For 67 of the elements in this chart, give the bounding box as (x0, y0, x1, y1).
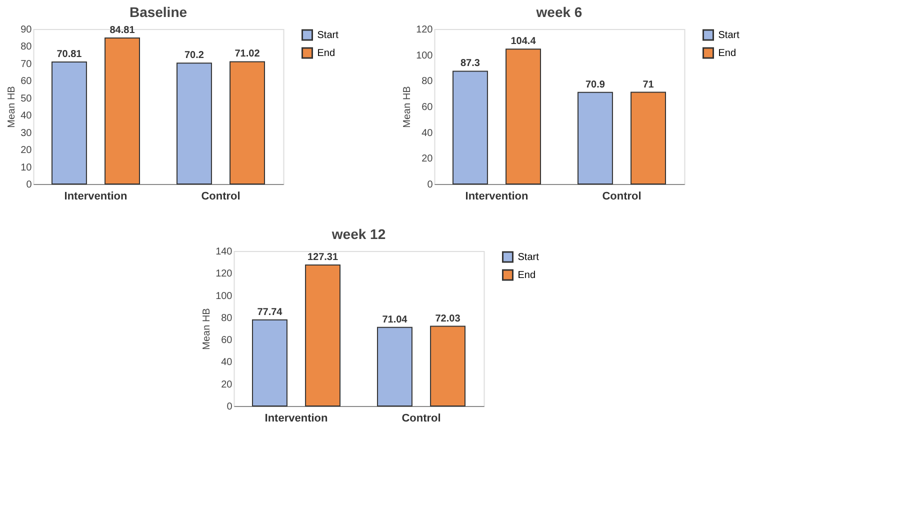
y-tick-label: 80 (422, 76, 434, 88)
y-tick-label: 40 (422, 128, 434, 139)
chart-title: Baseline (129, 4, 188, 20)
data-label: 70.9 (586, 79, 606, 90)
x-tick-label: Intervention (264, 412, 328, 424)
y-tick-label: 40 (20, 110, 32, 122)
legend-label: Start (518, 252, 540, 263)
y-tick-label: 100 (416, 50, 434, 62)
y-tick-label: 80 (221, 312, 233, 324)
data-label: 71 (642, 79, 654, 90)
legend-label: Start (317, 30, 339, 41)
x-tick-label: Intervention (64, 190, 128, 202)
y-tick-label: 20 (20, 145, 32, 156)
y-tick-label: 20 (422, 154, 434, 165)
bar (176, 62, 212, 184)
bar (578, 92, 613, 184)
data-label: 127.31 (307, 252, 338, 264)
y-tick-label: 60 (20, 76, 32, 88)
bar (305, 264, 340, 406)
data-label: 84.81 (110, 24, 136, 36)
y-tick-label: 40 (221, 357, 233, 368)
bar (252, 319, 288, 406)
y-axis-title: Mean HB (402, 86, 414, 128)
data-label: 70.2 (184, 50, 204, 62)
data-label: 72.03 (435, 313, 461, 324)
chart-title: week 12 (330, 226, 386, 242)
y-tick-label: 30 (20, 128, 32, 139)
data-label: 104.4 (510, 36, 536, 48)
data-label: 87.3 (460, 58, 480, 70)
y-tick-label: 0 (427, 180, 434, 190)
x-tick-label: Control (602, 190, 642, 202)
y-tick-label: 10 (20, 162, 32, 174)
y-tick-label: 60 (422, 102, 434, 113)
bar (430, 326, 466, 406)
bar (377, 326, 412, 406)
data-label: 71.02 (234, 48, 260, 60)
y-tick-label: 20 (221, 379, 233, 390)
bar (452, 70, 488, 184)
data-label: 77.74 (257, 306, 283, 318)
y-tick-label: 90 (20, 24, 32, 36)
y-tick-label: 120 (216, 268, 233, 280)
legend-label: End (718, 48, 736, 59)
y-tick-label: 0 (26, 180, 32, 190)
y-tick-label: 70 (20, 58, 32, 70)
legend-label: End (518, 270, 536, 281)
legend-label: Start (718, 30, 740, 41)
y-tick-label: 120 (416, 24, 434, 36)
x-tick-label: Control (402, 412, 441, 424)
x-tick-label: Control (201, 190, 240, 202)
y-axis-title: Mean HB (202, 308, 213, 350)
y-tick-label: 50 (20, 93, 32, 104)
bar (52, 62, 87, 184)
chart-title: week 6 (535, 4, 582, 20)
y-tick-label: 80 (20, 42, 32, 53)
bar (104, 37, 140, 184)
y-axis-title: Mean HB (6, 86, 18, 128)
bar (630, 92, 666, 184)
bar (506, 48, 541, 184)
y-tick-label: 60 (221, 335, 233, 346)
y-tick-label: 0 (226, 402, 233, 412)
x-tick-label: Intervention (465, 190, 529, 202)
bar (230, 61, 265, 184)
legend-label: End (317, 48, 336, 59)
data-label: 71.04 (382, 314, 408, 326)
y-tick-label: 140 (216, 246, 233, 258)
y-tick-label: 100 (216, 290, 233, 302)
data-label: 70.81 (56, 49, 82, 60)
